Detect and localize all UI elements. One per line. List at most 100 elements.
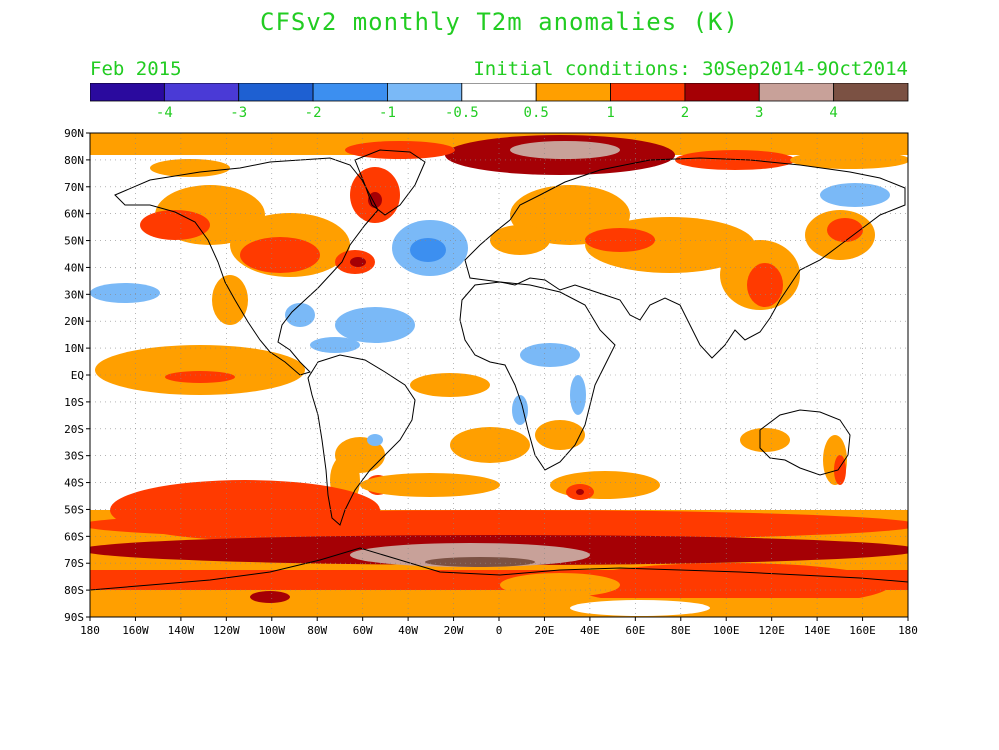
longitude-label: 20E [535,624,555,637]
longitude-label: 120E [758,624,785,637]
anomaly-region [345,141,455,159]
anomaly-region [310,337,360,353]
latitude-label: 10S [64,396,84,409]
anomaly-region [790,151,908,169]
anomaly-region [450,427,530,463]
longitude-label: 40E [580,624,600,637]
anomaly-region [360,473,500,497]
latitude-label: 80N [64,154,84,167]
longitude-label: 40W [398,624,418,637]
latitude-label: 30S [64,450,84,463]
anomaly-region [500,573,620,597]
anomaly-region [250,591,290,603]
latitude-label: 70S [64,557,84,570]
anomaly-region [350,257,366,267]
map-title: CFSv2 monthly T2m anomalies (K) [260,8,739,36]
anomaly-region [570,600,710,616]
colorbar-label: -1 [379,105,396,121]
anomaly-region [425,557,535,567]
anomaly-region [740,428,790,452]
colorbar-label: -4 [156,105,173,121]
coastline-south-america [307,354,416,526]
colorbar-label: -2 [305,105,322,121]
coastline-antarctica [90,547,908,591]
longitude-label: 60E [625,624,645,637]
anomaly-region [535,420,585,450]
coastline-greenland [354,149,426,216]
latitude-label: 60N [64,208,84,221]
longitude-label: 140W [168,624,195,637]
anomaly-region [90,283,160,303]
coastline-north-america [114,157,379,376]
longitude-label: 160W [122,624,149,637]
anomaly-region [827,218,863,242]
anomaly-region [820,183,890,207]
longitude-label: 0 [496,624,503,637]
colorbar-label: 0.5 [524,105,549,121]
anomaly-region [747,263,783,307]
latitude-label: 90N [64,127,84,140]
coastline-australia [759,409,851,476]
latitude-labels: 90N 80N 70N 60N 50N 40N 30N 20N 10N EQ 10S 20S 30S 40… [64,127,90,624]
anomaly-region [410,238,446,262]
anomaly-region [550,471,660,499]
anomaly-region [212,275,248,325]
latitude-label: 60S [64,530,84,543]
longitude-label: 80W [307,624,327,637]
anomaly-region [490,225,550,255]
anomaly-region [570,563,890,607]
anomaly-region [512,395,528,425]
latitude-label: 10N [64,342,84,355]
longitude-label: 100W [259,624,286,637]
colorbar-label: 4 [829,105,837,121]
anomaly-region [335,307,415,343]
latitude-label: 70N [64,181,84,194]
coastline-eurasia [464,157,906,359]
longitude-label: 20W [444,624,464,637]
anomaly-region [150,159,230,177]
colorbar-label: 2 [681,105,689,121]
longitude-label: 100E [713,624,740,637]
anomaly-region [95,345,305,395]
longitude-label: 120W [213,624,240,637]
latitude-label: 40N [64,261,84,274]
anomaly-region [570,375,586,415]
graticule [90,133,908,617]
anomaly-region [90,598,908,617]
latitude-label: 40S [64,477,84,490]
anomaly-region [834,455,846,485]
anomaly-region [90,510,908,540]
anomaly-region [510,141,620,159]
longitude-label: 80E [671,624,691,637]
latitude-label: 80S [64,584,84,597]
colorbar-bin [833,83,909,102]
colorbar-label: -0.5 [445,105,479,121]
longitude-label: 160E [849,624,876,637]
latitude-label: 20S [64,423,84,436]
latitude-label: 30N [64,288,84,301]
latitude-label: 90S [64,611,84,624]
anomaly-region [285,303,315,327]
colorbar-label: 1 [606,105,614,121]
latitude-label: 50S [64,503,84,516]
coastlines [90,149,908,591]
latitude-label: 50N [64,235,84,248]
longitude-label: 60W [353,624,373,637]
longitude-label: 180 [80,624,100,637]
anomaly-region [585,228,655,252]
longitude-label: 180 [898,624,918,637]
initial-conditions: Initial conditions: 30Sep2014-9Oct2014 [473,58,908,80]
anomaly-region [576,489,584,495]
colorbar-label: 3 [755,105,763,121]
anomaly-region [165,371,235,383]
anomaly-region [410,373,490,397]
latitude-label: EQ [71,369,84,382]
anomaly-region [520,343,580,367]
forecast-month: Feb 2015 [90,58,182,80]
colorbar-label: -3 [230,105,247,121]
colorbar: -4 -3 -2 -1 -0.5 0.5 1 2 3 4 [90,83,909,121]
anomaly-region [240,237,320,273]
coastline-africa [459,281,616,471]
anomaly-region [140,210,210,240]
